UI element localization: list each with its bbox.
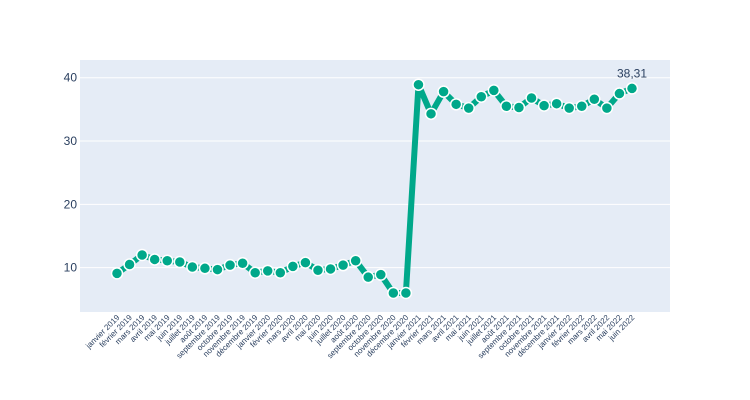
data-point: [625, 82, 639, 95]
data-point: [588, 93, 601, 106]
data-point: [500, 99, 513, 113]
data-point: [223, 258, 237, 272]
data-point: [286, 260, 300, 273]
data-point: [110, 267, 124, 280]
data-point: [550, 97, 563, 110]
data-point: [437, 85, 450, 98]
data-point: [462, 101, 475, 115]
data-point: [613, 87, 626, 100]
data-point: [299, 256, 312, 269]
data-point: [512, 101, 526, 114]
data-point: [173, 255, 187, 269]
data-point: [148, 253, 161, 266]
data-markers: [110, 78, 639, 300]
data-point: [135, 248, 149, 262]
y-tick-label: 10: [64, 261, 78, 275]
data-point: [537, 99, 551, 112]
data-point: [211, 263, 224, 276]
data-point: [123, 258, 136, 271]
data-point: [236, 256, 249, 270]
data-point: [160, 254, 174, 267]
data-point: [575, 99, 589, 113]
data-point: [399, 286, 413, 300]
data-point: [525, 91, 538, 105]
data-point: [261, 264, 274, 278]
plot-area: [80, 60, 670, 312]
y-tick-label: 30: [64, 134, 78, 148]
data-point: [449, 98, 463, 111]
data-point: [349, 254, 362, 267]
data-point: [311, 263, 325, 277]
data-point: [336, 258, 350, 272]
data-point: [186, 260, 199, 274]
y-tick-label: 40: [64, 71, 78, 85]
data-point: [361, 270, 375, 284]
data-label: 38,31: [617, 66, 647, 80]
data-point: [424, 107, 438, 121]
data-point: [600, 101, 614, 115]
data-point: [562, 101, 576, 115]
data-labels: 38,31: [617, 66, 647, 80]
data-point: [412, 78, 425, 91]
data-point: [324, 262, 337, 276]
data-point: [487, 84, 501, 97]
y-tick-label: 20: [64, 197, 78, 211]
data-point: [374, 268, 388, 281]
data-point: [475, 90, 488, 103]
data-point: [198, 262, 212, 275]
data-point: [248, 266, 262, 279]
data-point: [387, 286, 400, 300]
y-axis: 10 20 30 40: [64, 71, 78, 275]
data-point: [274, 266, 287, 279]
